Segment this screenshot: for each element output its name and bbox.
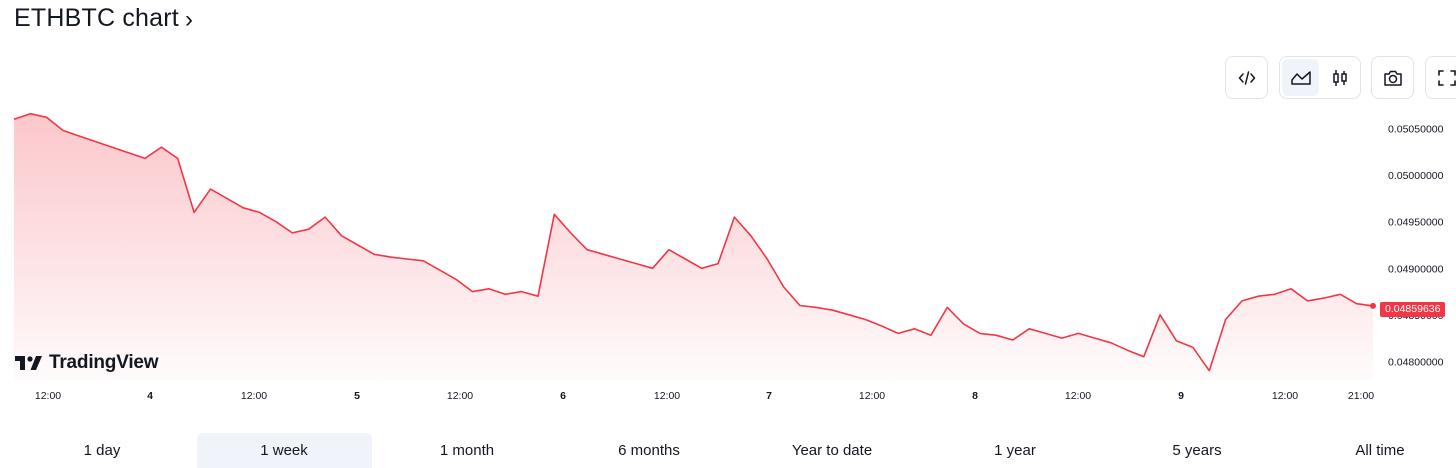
x-tick-label: 12:00 xyxy=(241,390,267,402)
x-tick-label: 12:00 xyxy=(1065,390,1091,402)
chart-type-switch xyxy=(1279,56,1361,99)
y-axis: 0.05050000 0.05000000 0.04950000 0.04900000… xyxy=(1388,124,1444,369)
x-tick-label: 12:00 xyxy=(1272,390,1298,402)
price-area-fill xyxy=(14,113,1373,380)
y-tick-label: 0.05050000 xyxy=(1388,124,1444,136)
x-tick-label: 21:00 xyxy=(1348,390,1374,402)
candles-button[interactable] xyxy=(1321,59,1358,96)
embed-button[interactable] xyxy=(1225,56,1268,99)
candles-icon xyxy=(1332,69,1347,86)
area-chart-icon xyxy=(1290,70,1311,85)
tradingview-logo-text: TradingView xyxy=(49,352,159,373)
code-icon xyxy=(1238,70,1255,85)
last-price-tag: 0.04859636 xyxy=(1380,302,1446,317)
area-chart-button[interactable] xyxy=(1282,59,1319,96)
range-year-to-date[interactable]: Year to date xyxy=(791,442,873,459)
x-tick-label: 6 xyxy=(560,390,566,402)
time-range-selector: 1 day 1 week 1 month 6 months Year to da… xyxy=(0,433,1456,468)
fullscreen-icon xyxy=(1437,69,1456,86)
x-axis: 12:00 4 12:00 5 12:00 6 12:00 7 12:00 8 12:00 9 12:0… xyxy=(35,390,1374,402)
price-line xyxy=(13,112,1374,372)
snapshot-button[interactable] xyxy=(1371,56,1414,99)
chart-title-link[interactable]: ETHBTC chart › xyxy=(14,4,193,33)
x-tick-label: 8 xyxy=(972,390,978,402)
x-tick-label: 12:00 xyxy=(35,390,61,402)
x-tick-label: 5 xyxy=(354,390,360,402)
range-1-week[interactable]: 1 week xyxy=(196,433,372,468)
camera-icon xyxy=(1383,70,1402,86)
x-tick-label: 4 xyxy=(147,390,153,402)
price-chart[interactable]: 0.05050000 0.05000000 0.04950000 0.04900000… xyxy=(0,110,1456,410)
fullscreen-button[interactable] xyxy=(1425,56,1456,99)
range-1-day[interactable]: 1 day xyxy=(83,442,121,459)
y-tick-label: 0.04800000 xyxy=(1388,356,1444,368)
y-tick-label: 0.04950000 xyxy=(1388,217,1444,229)
x-tick-label: 9 xyxy=(1178,390,1184,402)
range-all-time[interactable]: All time xyxy=(1355,442,1405,459)
range-5-years[interactable]: 5 years xyxy=(1172,442,1222,459)
chart-title: ETHBTC chart xyxy=(14,4,179,32)
x-tick-label: 12:00 xyxy=(447,390,473,402)
range-6-months[interactable]: 6 months xyxy=(618,442,680,459)
x-tick-label: 12:00 xyxy=(859,390,885,402)
tradingview-logo[interactable]: TradingView xyxy=(15,352,159,374)
range-1-month[interactable]: 1 month xyxy=(439,442,495,459)
chevron-right-icon: › xyxy=(184,5,193,33)
tradingview-logo-icon xyxy=(15,356,42,370)
y-tick-label: 0.05000000 xyxy=(1388,170,1444,182)
x-tick-label: 7 xyxy=(766,390,772,402)
y-tick-label: 0.04900000 xyxy=(1388,263,1444,275)
range-1-year[interactable]: 1 year xyxy=(994,442,1036,459)
last-price-marker xyxy=(1370,302,1376,309)
x-tick-label: 12:00 xyxy=(654,390,680,402)
